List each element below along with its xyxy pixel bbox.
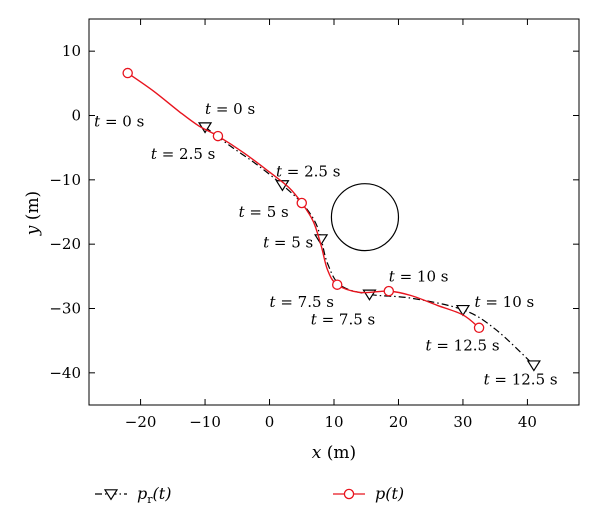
time-annotation: t = 10 s — [475, 293, 535, 311]
x-tick-label: 40 — [518, 413, 537, 431]
y-tick-label: −30 — [49, 300, 81, 318]
series-line-0 — [204, 126, 535, 366]
series-marker-0 — [275, 180, 290, 192]
x-tick-label: 10 — [324, 413, 343, 431]
legend-label-0: pr(t) — [137, 484, 171, 506]
time-annotation: t = 2.5 s — [276, 163, 340, 181]
time-annotation: t = 12.5 s — [426, 336, 500, 354]
y-tick-label: 10 — [62, 42, 81, 60]
x-axis-label: x (m) — [312, 443, 356, 463]
time-annotation: t = 0 s — [94, 112, 144, 130]
obstacle-circle — [330, 183, 400, 252]
y-tick-label: −10 — [49, 171, 81, 189]
y-tick-label: −40 — [49, 364, 81, 382]
plot-frame — [88, 18, 580, 406]
y-tick-label: −20 — [49, 235, 81, 253]
legend-marker-1 — [343, 488, 355, 500]
series-marker-1 — [296, 197, 308, 209]
time-annotation: t = 5 s — [239, 203, 289, 221]
time-annotation: t = 10 s — [389, 267, 449, 285]
series-marker-0 — [455, 304, 471, 317]
x-tick-label: 0 — [265, 413, 275, 431]
series-marker-1 — [331, 279, 343, 290]
time-annotation: t = 12.5 s — [484, 370, 558, 388]
series-marker-1 — [473, 322, 485, 334]
legend-label-1: p(t) — [375, 484, 404, 503]
x-tick-label: 20 — [389, 413, 408, 431]
series-marker-1 — [122, 67, 133, 79]
series-marker-1 — [212, 130, 224, 142]
x-tick-label: 30 — [453, 413, 472, 431]
x-tick-label: −10 — [189, 413, 221, 431]
series-marker-0 — [526, 360, 541, 372]
x-tick-label: −20 — [125, 413, 157, 431]
y-axis-label: y (m) — [23, 191, 43, 236]
time-annotation: t = 5 s — [263, 233, 313, 251]
series-marker-1 — [383, 285, 395, 297]
legend: pr(t) p(t) — [95, 484, 404, 506]
time-annotation: t = 0 s — [205, 100, 255, 118]
y-tick-label: 0 — [71, 107, 81, 125]
series-line-1 — [127, 72, 480, 329]
time-annotation: t = 7.5 s — [311, 311, 375, 329]
time-annotation: t = 7.5 s — [270, 293, 334, 311]
legend-marker-0 — [103, 489, 119, 501]
time-annotation: t = 2.5 s — [151, 145, 215, 163]
